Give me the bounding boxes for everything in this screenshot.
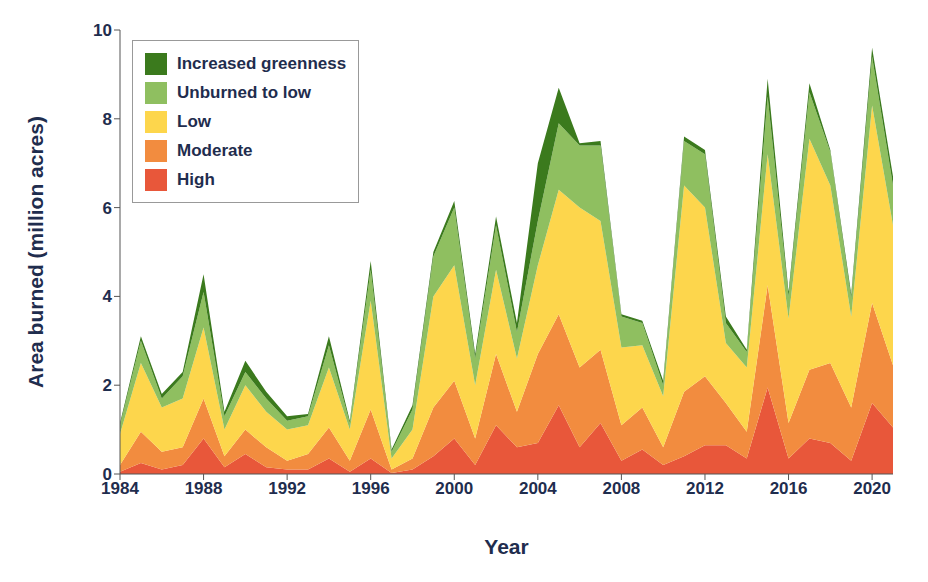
svg-text:1988: 1988: [185, 479, 223, 498]
svg-text:10: 10: [93, 21, 112, 40]
html-text:Low: Low: [177, 111, 211, 131]
svg-text:2012: 2012: [686, 479, 724, 498]
svg-text:0: 0: [103, 465, 112, 484]
svg-text:Area burned (million acres): Area burned (million acres): [24, 116, 47, 388]
svg-text:8: 8: [103, 110, 112, 129]
svg-text:2020: 2020: [853, 479, 891, 498]
svg-text:2004: 2004: [519, 479, 557, 498]
svg-text:2016: 2016: [770, 479, 808, 498]
svg-text:6: 6: [103, 199, 112, 218]
svg-text:1996: 1996: [352, 479, 390, 498]
svg-text:2000: 2000: [435, 479, 473, 498]
html-text:Increased greenness: Increased greenness: [177, 53, 347, 73]
svg-text:2: 2: [103, 376, 112, 395]
svg-text:1992: 1992: [268, 479, 306, 498]
svg-text:Year: Year: [484, 535, 528, 558]
html-text:High: High: [177, 169, 215, 189]
svg-text:4: 4: [103, 287, 113, 306]
svg-text:1984: 1984: [101, 479, 139, 499]
svg-text:2008: 2008: [602, 479, 640, 498]
html-text:Moderate: Moderate: [177, 140, 253, 160]
html-text:Unburned to low: Unburned to low: [177, 82, 312, 102]
